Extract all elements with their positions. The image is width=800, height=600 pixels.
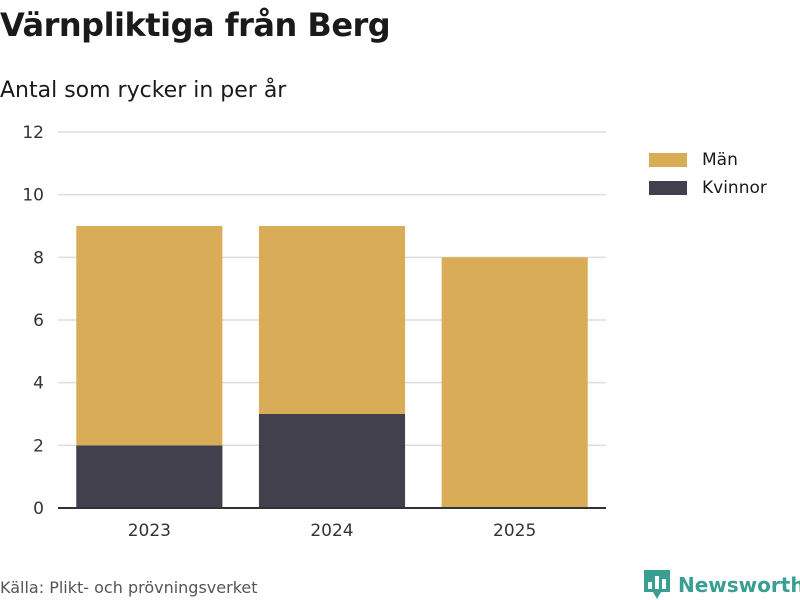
legend-label-kvinnor: Kvinnor bbox=[702, 178, 767, 198]
y-tick-label: 2 bbox=[33, 436, 44, 456]
bar-man-2024[interactable] bbox=[258, 226, 406, 414]
bars bbox=[76, 226, 588, 508]
y-tick-label: 4 bbox=[33, 374, 44, 394]
y-tick-label: 8 bbox=[33, 248, 44, 268]
newsworthy-logo[interactable]: Newsworthy bbox=[644, 570, 800, 600]
bar-kvinnor-2024[interactable] bbox=[258, 414, 406, 508]
bar-man-2023[interactable] bbox=[76, 226, 223, 446]
brand-name: Newsworthy bbox=[678, 573, 800, 597]
legend-swatch-man bbox=[649, 153, 687, 167]
legend-item-man[interactable]: Män bbox=[649, 146, 767, 174]
y-tick-label: 12 bbox=[22, 123, 44, 143]
source-note: Källa: Plikt- och prövningsverket bbox=[0, 578, 258, 597]
axes: 0 2 4 6 8 10 12 2023 2024 2025 bbox=[22, 123, 606, 541]
legend-swatch-kvinnor bbox=[649, 181, 687, 195]
chart-subtitle: Antal som rycker in per år bbox=[0, 78, 287, 103]
x-tick-label: 2023 bbox=[128, 521, 171, 541]
bar-man-2025[interactable] bbox=[441, 257, 588, 508]
bar-kvinnor-2023[interactable] bbox=[76, 445, 223, 508]
y-tick-label: 6 bbox=[33, 311, 44, 331]
x-tick-label: 2025 bbox=[493, 521, 536, 541]
legend-label-man: Män bbox=[702, 150, 738, 170]
bar-chart-icon bbox=[644, 570, 670, 599]
x-tick-label: 2024 bbox=[310, 521, 353, 541]
y-tick-label: 10 bbox=[22, 186, 44, 206]
y-tick-label: 0 bbox=[33, 499, 44, 519]
chart-title: Värnpliktiga från Berg bbox=[0, 6, 391, 44]
legend: Män Kvinnor bbox=[649, 146, 767, 202]
legend-item-kvinnor[interactable]: Kvinnor bbox=[649, 174, 767, 202]
